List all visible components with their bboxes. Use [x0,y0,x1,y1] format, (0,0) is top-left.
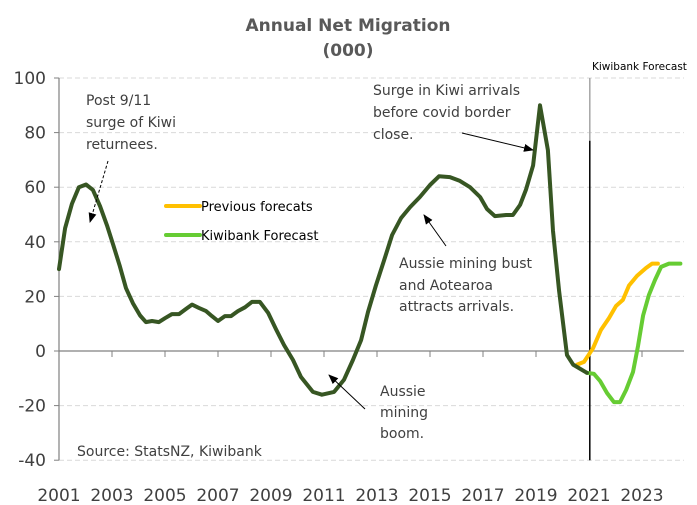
annotation-line: Aussie [380,384,426,400]
y-tick-label: 0 [35,342,46,362]
y-tick-label: 40 [24,233,46,253]
annotation-line: attracts arrivals. [399,299,514,315]
series-lines [57,103,683,405]
x-tick-label: 2011 [302,486,345,505]
chart-subtitle: (000) [322,41,373,61]
y-tick-label: 100 [14,69,46,89]
x-tick-label: 2017 [461,486,504,505]
y-tick-label: 80 [24,124,46,144]
annotation-covid-surge: Surge in Kiwi arrivals before covid bord… [373,83,534,152]
source-note: Source: StatsNZ, Kiwibank [77,444,263,460]
y-tick-labels: -40 -20 0 20 40 60 80 100 [14,69,46,471]
series-line-kiwibank-forecast [584,261,683,405]
x-tick-label: 2003 [90,486,133,505]
legend: Previous forecats Kiwibank Forecast [164,200,319,244]
annotation-arrow [328,374,366,410]
annotation-line: Post 9/11 [86,93,151,109]
annotation-arrow [423,214,447,247]
x-tick-label: 2023 [620,486,663,505]
annotation-line: close. [373,127,414,143]
y-tick-label: -40 [18,451,46,471]
forecast-marker: Kiwibank Forecast [589,61,687,461]
x-tick-label: 2019 [514,486,557,505]
annotation-line: mining [380,405,428,421]
x-tick-label: 2007 [196,486,239,505]
x-tick-label: 2021 [567,486,610,505]
x-tick-label: 2005 [143,486,186,505]
annotation-arrow [461,132,534,152]
annotation-mining-boom: Aussie mining boom. [328,374,428,442]
y-tick-label: 20 [24,287,46,307]
annotations: Post 9/11 surge of Kiwi returnees. Surge… [86,83,534,442]
forecast-label: Kiwibank Forecast [592,61,687,73]
x-tick-label: 2009 [249,486,292,505]
annotation-line: returnees. [86,137,158,153]
legend-label-kiwibank: Kiwibank Forecast [201,229,319,244]
chart-title: Annual Net Migration [246,16,451,36]
annotation-line: Surge in Kiwi arrivals [373,83,520,99]
annotation-post-911: Post 9/11 surge of Kiwi returnees. [86,93,176,223]
legend-label-previous: Previous forecats [201,200,313,215]
annotation-arrow [88,160,109,223]
annotation-line: surge of Kiwi [86,115,176,131]
x-tick-label: 2001 [37,486,80,505]
x-tick-label: 2013 [355,486,398,505]
series-line-net-migration-actual- [57,103,589,397]
annotation-line: and Aotearoa [399,278,493,294]
annotation-mining-bust: Aussie mining bust and Aotearoa attracts… [399,214,533,315]
series-line-previous-forecats [575,261,660,367]
annotation-line: boom. [380,426,424,442]
y-tick-label: 60 [24,178,46,198]
annotation-line: before covid border [373,105,511,121]
x-tick-labels: 2001 2003 2005 2007 2009 2011 2013 2015 2017 2019… [37,486,663,505]
annotation-line: Aussie mining bust [399,256,533,272]
y-tick-label: -20 [18,397,46,417]
x-tick-label: 2015 [408,486,451,505]
